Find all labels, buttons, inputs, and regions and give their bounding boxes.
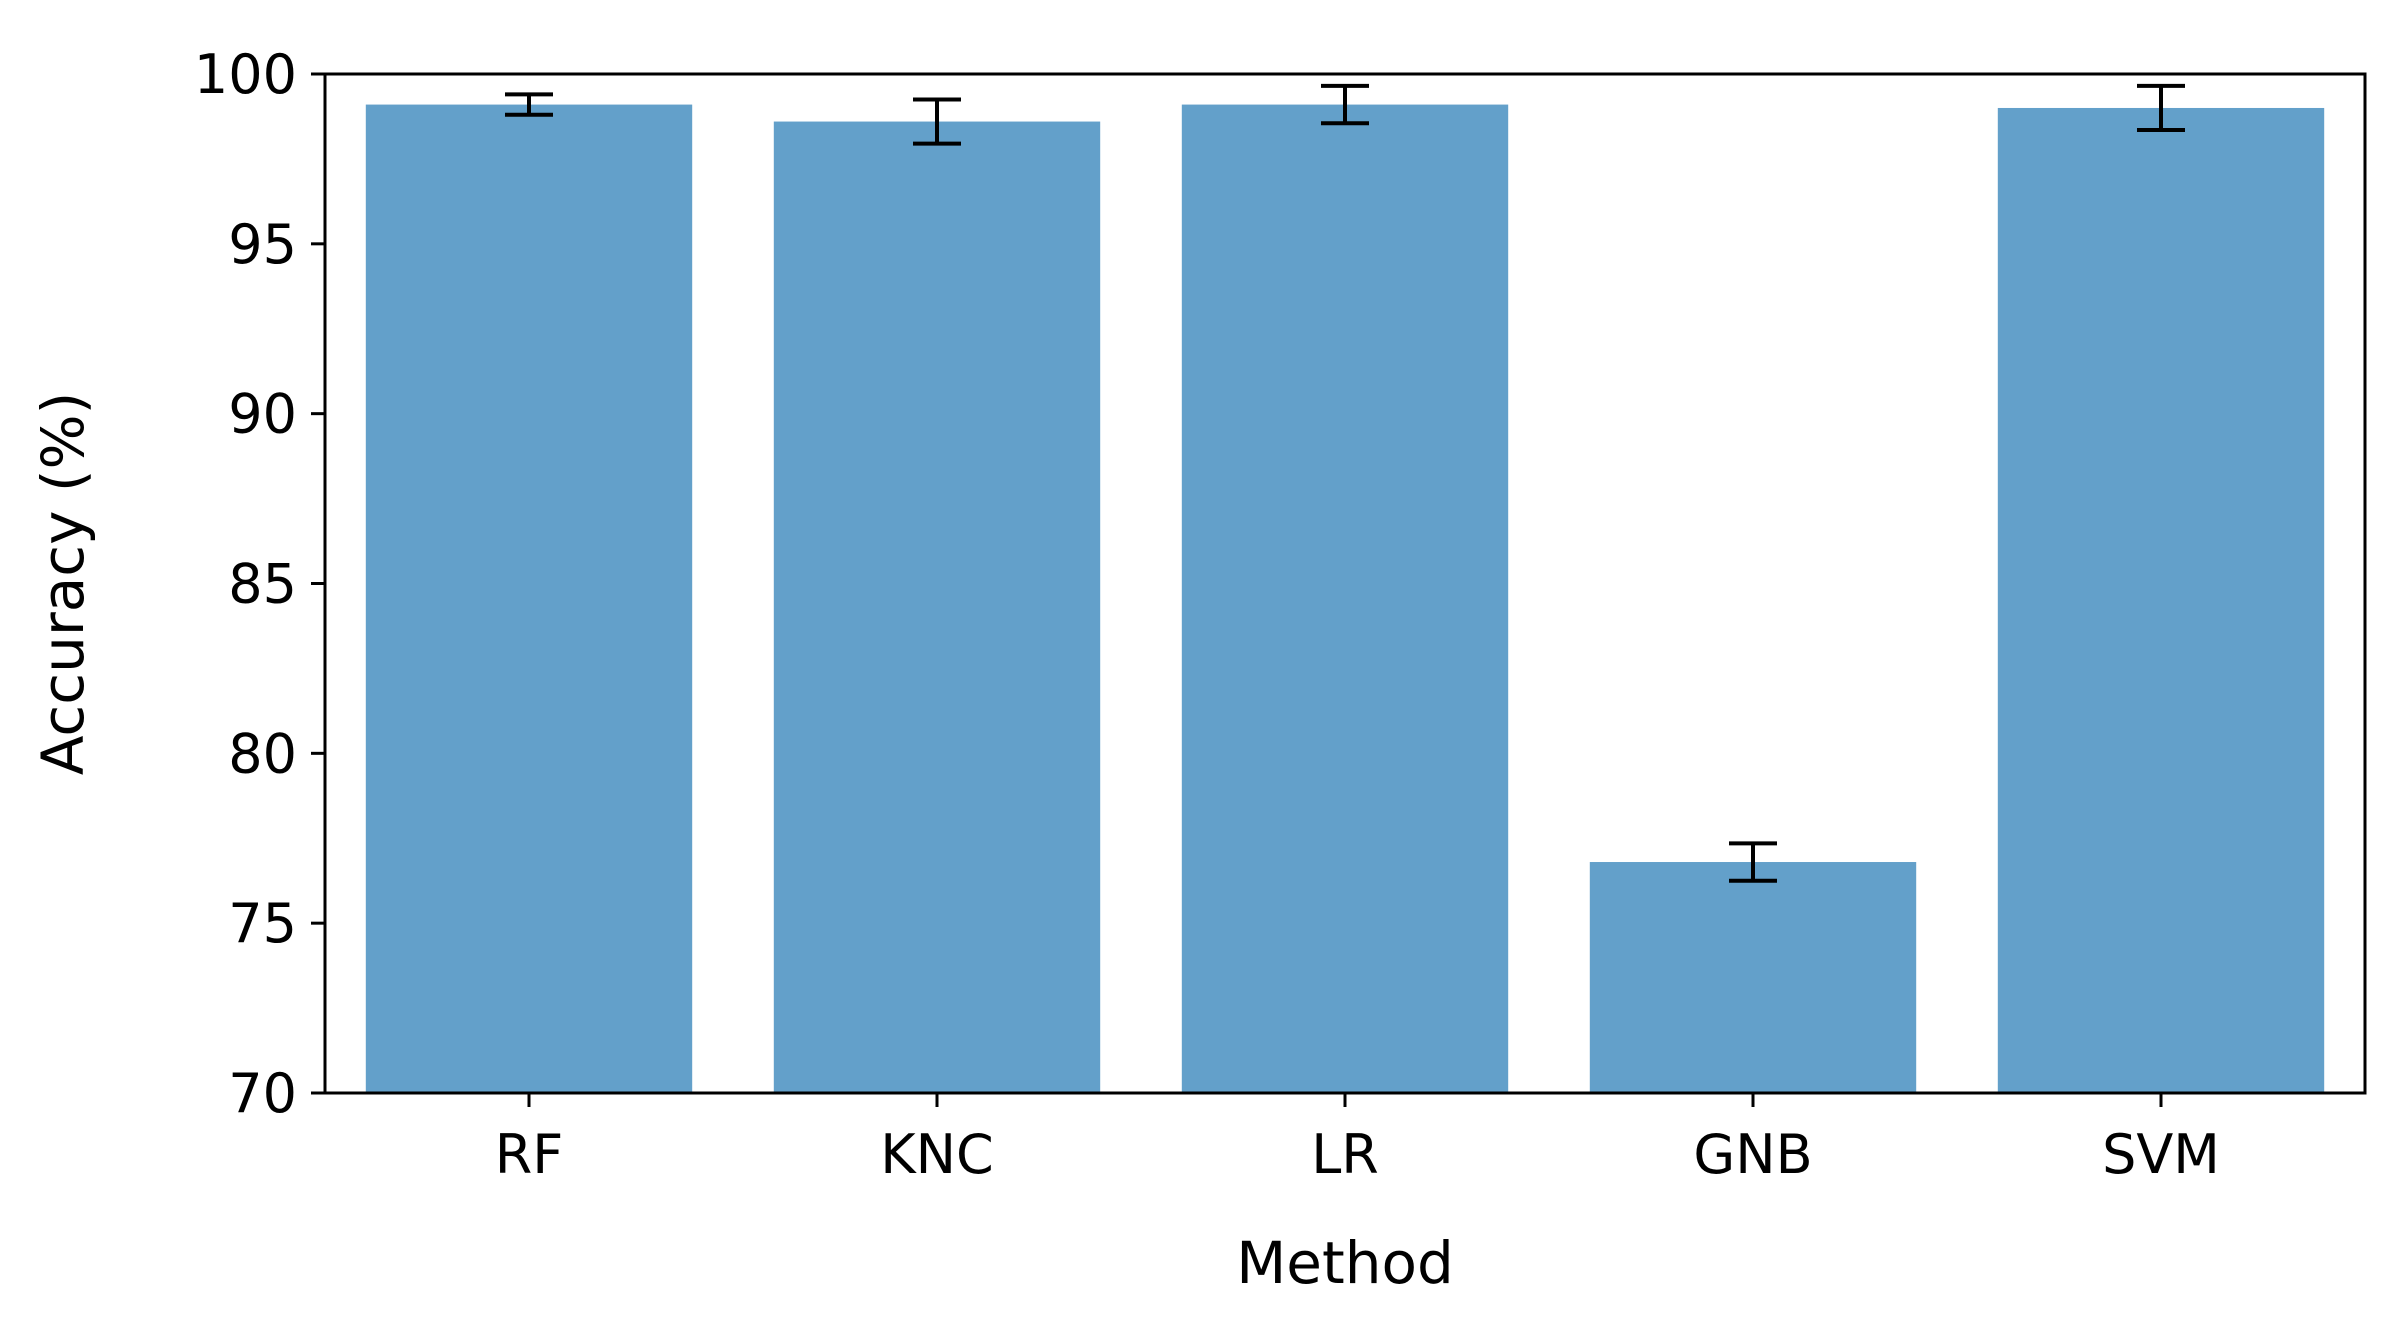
y-tick-label: 95 — [228, 213, 297, 276]
error-bar-svm — [2137, 83, 2185, 133]
bar-lr — [1181, 104, 1509, 1093]
x-tick-label: GNB — [1693, 1123, 1812, 1186]
x-tick-label: KNC — [880, 1123, 994, 1186]
x-tick-label: RF — [495, 1123, 564, 1186]
bars-group — [365, 104, 2325, 1093]
x-tick-label: LR — [1311, 1123, 1379, 1186]
error-bar-knc — [913, 97, 961, 146]
x-axis-label: Method — [1236, 1229, 1454, 1297]
bar-knc — [773, 121, 1101, 1093]
y-axis-ticks: 70 75 80 85 90 95 100 — [194, 43, 325, 1125]
y-tick-label: 75 — [228, 892, 297, 955]
y-tick-label: 90 — [228, 383, 297, 446]
x-tick-label: SVM — [2102, 1123, 2220, 1186]
y-tick-label: 85 — [228, 553, 297, 616]
y-tick-label: 100 — [194, 43, 297, 106]
bar-svm — [1997, 107, 2325, 1093]
x-axis-ticks: RF KNC LR GNB SVM — [495, 1093, 2220, 1186]
y-tick-label: 80 — [228, 722, 297, 785]
error-bar-gnb — [1729, 841, 1777, 883]
error-bar-rf — [505, 92, 553, 117]
bar-rf — [365, 104, 693, 1093]
y-axis-label: Accuracy (%) — [29, 392, 97, 776]
y-tick-label: 70 — [228, 1062, 297, 1125]
error-bars-group — [505, 83, 2185, 883]
error-bar-lr — [1321, 83, 1369, 126]
bar-gnb — [1589, 862, 1917, 1093]
